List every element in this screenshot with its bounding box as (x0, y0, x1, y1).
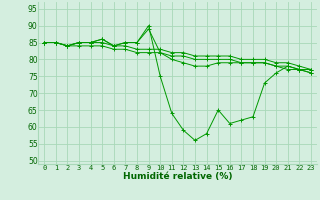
X-axis label: Humidité relative (%): Humidité relative (%) (123, 172, 232, 181)
